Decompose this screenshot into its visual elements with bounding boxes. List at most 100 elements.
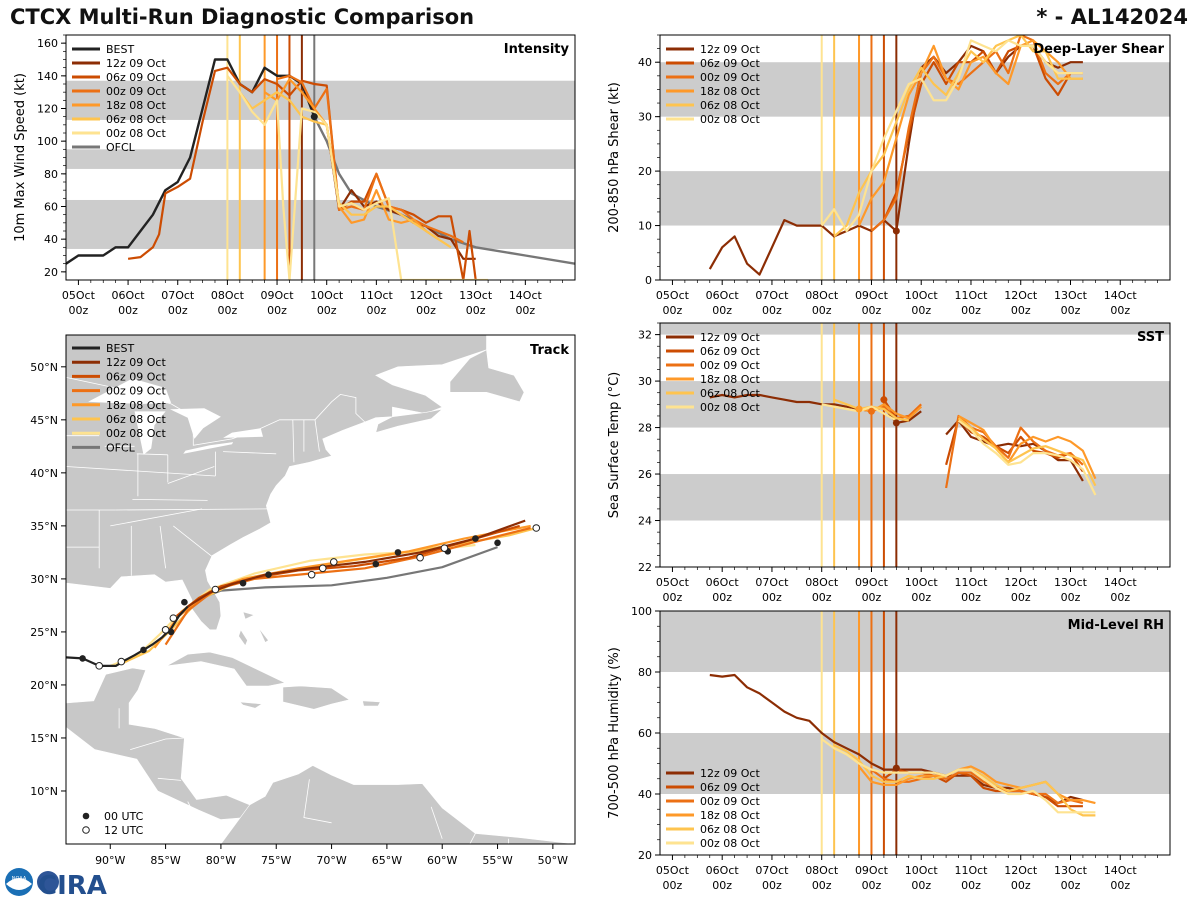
sst-xtick-label: 11Oct — [954, 576, 988, 589]
sst-xtick-label: 00z — [1110, 591, 1130, 604]
shear-xtick-label: 00z — [812, 304, 832, 317]
rh-xtick-label: 13Oct — [1054, 864, 1088, 877]
intensity-xtick-label: 05Oct — [62, 289, 96, 302]
intensity-legend-label-06z-08-oct: 06z 08 Oct — [106, 113, 166, 126]
intensity-legend-label-06z-09-oct: 06z 09 Oct — [106, 71, 166, 84]
shear-xtick-label: 11Oct — [954, 289, 988, 302]
track-legend-label-06z-09-oct: 06z 09 Oct — [106, 370, 166, 383]
intensity-xtick-label: 00z — [267, 304, 287, 317]
intensity-legend-label-18z-08-oct: 18z 08 Oct — [106, 99, 166, 112]
shear-xtick-label: 07Oct — [755, 289, 789, 302]
intensity-xtick-label: 07Oct — [161, 289, 195, 302]
track-legend-label-06z-08-oct: 06z 08 Oct — [106, 413, 166, 426]
rh-xtick-label: 10Oct — [905, 864, 939, 877]
track-xtick-label: 90°W — [95, 854, 125, 867]
sst-legend-label-06z-08-oct: 06z 08 Oct — [700, 387, 760, 400]
lake-huron — [170, 408, 221, 439]
track-ytick-label: 15°N — [30, 732, 58, 745]
track-ytick-label: 45°N — [30, 414, 58, 427]
sst-marker-00z-09-oct — [867, 407, 875, 415]
intensity-legend-label-00z-08-oct: 00z 08 Oct — [106, 127, 166, 140]
shear-legend-label-06z-08-oct: 06z 08 Oct — [700, 99, 760, 112]
sst-series-00z-08-oct — [957, 419, 1097, 496]
rh-xtick-label: 00z — [1011, 879, 1031, 892]
track-legend-00utc-marker — [82, 812, 90, 820]
shear-xtick-label: 12Oct — [1004, 289, 1038, 302]
sst-xtick-label: 10Oct — [905, 576, 939, 589]
rh-xtick-label: 11Oct — [954, 864, 988, 877]
shear-xtick-label: 00z — [1011, 304, 1031, 317]
border-state-3 — [173, 525, 213, 557]
sst-ytick-label: 32 — [638, 329, 652, 342]
track-ytick-label: 40°N — [30, 467, 58, 480]
shear-xtick-label: 00z — [1061, 304, 1081, 317]
shear-ytick-label: 40 — [638, 56, 652, 69]
shear-plot-area — [660, 35, 1170, 280]
shear-legend-label-18z-08-oct: 18z 08 Oct — [700, 85, 760, 98]
track-frame — [65, 334, 576, 845]
intensity-series-00z-09-oct — [276, 74, 464, 244]
shear-xtick-label: 08Oct — [805, 289, 839, 302]
intensity-ylabel: 10m Max Wind Speed (kt) — [13, 73, 28, 242]
intensity-series-best — [66, 58, 316, 265]
track-series-18z-08-oct — [153, 524, 531, 649]
intensity-ytick-label: 80 — [44, 168, 58, 181]
track-point-12utc — [440, 544, 449, 552]
rh-panel: 20 40 60 80 100 05Oct 00z 06Oct 00z 07Oct 00z 08Oct… — [607, 605, 1171, 892]
rh-xtick-label: 05Oct — [656, 864, 690, 877]
shear-xtick-label: 00z — [712, 304, 732, 317]
shear-xtick-label: 13Oct — [1054, 289, 1088, 302]
track-plot-area — [66, 335, 575, 844]
shear-xtick-label: 00z — [663, 304, 683, 317]
rh-legend-label-06z-08-oct: 06z 08 Oct — [700, 823, 760, 836]
track-ytick-label: 30°N — [30, 573, 58, 586]
rh-legend-label-00z-09-oct: 00z 09 Oct — [700, 795, 760, 808]
rh-legend-label-00z-08-oct: 00z 08 Oct — [700, 837, 760, 850]
sst-marker-18z-08-oct — [855, 405, 863, 413]
shear-legend-label-06z-09-oct: 06z 09 Oct — [700, 57, 760, 70]
land-hispaniola — [282, 685, 351, 710]
intensity-xtick-label: 11Oct — [360, 289, 394, 302]
intensity-legend-label-ofcl: OFCL — [106, 141, 136, 154]
rh-marker-12z-09-oct — [892, 764, 900, 772]
shear-legend-label-00z-09-oct: 00z 09 Oct — [700, 71, 760, 84]
rh-xtick-label: 00z — [762, 879, 782, 892]
intensity-xtick-label: 12Oct — [410, 289, 444, 302]
sst-xtick-label: 00z — [862, 591, 882, 604]
shear-xtick-label: 00z — [762, 304, 782, 317]
shear-band-0 — [660, 171, 1170, 226]
border-south-america-1 — [303, 779, 332, 824]
shear-xtick-label: 05Oct — [656, 289, 690, 302]
sst-panel: 22 24 26 28 30 32 05Oct 00z 06Oct 00z 07Oct 00z 08Oc… — [607, 322, 1171, 604]
rh-ytick-label: 100 — [631, 605, 652, 618]
sst-ylabel: Sea Surface Temp (°C) — [607, 372, 622, 519]
track-legend-label-00z-08-oct: 00z 08 Oct — [106, 427, 166, 440]
track-legend-12utc-label: 12 UTC — [104, 824, 144, 837]
sst-ytick-label: 22 — [638, 561, 652, 574]
intensity-legend-label-best: BEST — [106, 43, 134, 56]
border-state-14 — [292, 419, 295, 463]
track-legend-00utc-label: 00 UTC — [104, 810, 144, 823]
shear-ytick-label: 20 — [638, 165, 652, 178]
sst-title: SST — [1137, 330, 1164, 345]
intensity-marker-best — [310, 113, 318, 121]
track-legend-label-best: BEST — [106, 342, 134, 355]
shear-title: Deep-Layer Shear — [1033, 42, 1164, 57]
sst-legend-label-12z-09-oct: 12z 09 Oct — [700, 331, 760, 344]
rh-xtick-label: 00z — [961, 879, 981, 892]
cira-logo: CIRA — [38, 871, 107, 900]
track-point-12utc — [329, 558, 338, 566]
border-state-5 — [115, 508, 268, 511]
track-xtick-label: 70°W — [316, 854, 346, 867]
rh-xtick-label: 06Oct — [706, 864, 740, 877]
intensity-ytick-label: 160 — [37, 37, 58, 50]
intensity-legend-label-12z-09-oct: 12z 09 Oct — [106, 57, 166, 70]
border-state-16 — [314, 419, 320, 452]
cira-globe-icon — [37, 871, 59, 893]
track-point-00utc — [494, 539, 501, 547]
intensity-xtick-label: 00z — [118, 304, 138, 317]
shear-panel: 0 10 20 30 40 05Oct 00z 06Oct 00z 07Oct 00z 08Oct 00… — [607, 34, 1171, 317]
track-point-12utc — [532, 524, 541, 532]
border-state-4 — [110, 508, 203, 527]
sst-ytick-label: 30 — [638, 375, 652, 388]
